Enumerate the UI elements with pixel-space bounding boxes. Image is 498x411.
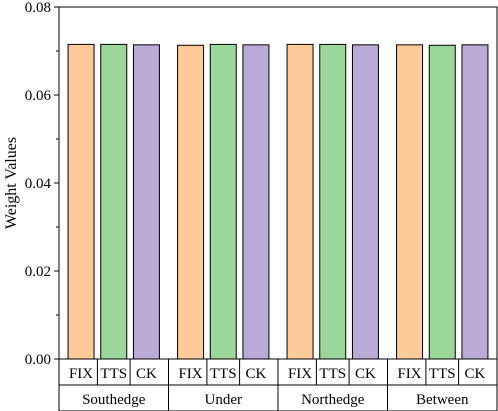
bar-northedge-fix	[286, 43, 314, 360]
y-axis-title: Weight Values	[3, 137, 20, 229]
bar-southedge-ck	[132, 44, 160, 360]
y-tick-label: 0.06	[25, 88, 52, 104]
category-label: TTS	[210, 366, 237, 382]
category-label: CK	[465, 366, 486, 382]
category-label: TTS	[429, 366, 456, 382]
bar-under-tts	[209, 43, 237, 360]
y-tick-label: 0.08	[25, 0, 51, 16]
y-tick-label: 0.00	[25, 352, 51, 368]
category-label: CK	[246, 366, 267, 382]
bar-southedge-fix	[67, 43, 95, 360]
bar-between-tts	[428, 44, 456, 360]
bar-northedge-ck	[351, 44, 379, 360]
y-axis: 0.00 0.02 0.04 0.06 0.08	[25, 0, 59, 368]
y-tick-label: 0.02	[25, 264, 51, 280]
category-label: CK	[136, 366, 157, 382]
bar-southedge-tts	[100, 43, 128, 360]
bar-northedge-tts	[319, 43, 347, 360]
category-label: FIX	[178, 366, 202, 382]
group-label-between: Between	[416, 392, 469, 408]
y-tick-label: 0.04	[25, 176, 52, 192]
group-label-under: Under	[205, 392, 243, 408]
category-label: TTS	[100, 366, 127, 382]
bar-under-ck	[242, 44, 270, 360]
category-label: TTS	[319, 366, 346, 382]
category-label: CK	[355, 366, 376, 382]
bar-between-ck	[461, 44, 489, 360]
group-label-southedge: Southedge	[82, 392, 146, 408]
category-label: FIX	[288, 366, 312, 382]
category-label: FIX	[69, 366, 93, 382]
group-label-northedge: Northedge	[301, 392, 365, 408]
bar-under-fix	[177, 44, 205, 360]
category-label: FIX	[397, 366, 421, 382]
bar-between-fix	[396, 44, 424, 360]
bars-layer	[67, 43, 489, 360]
